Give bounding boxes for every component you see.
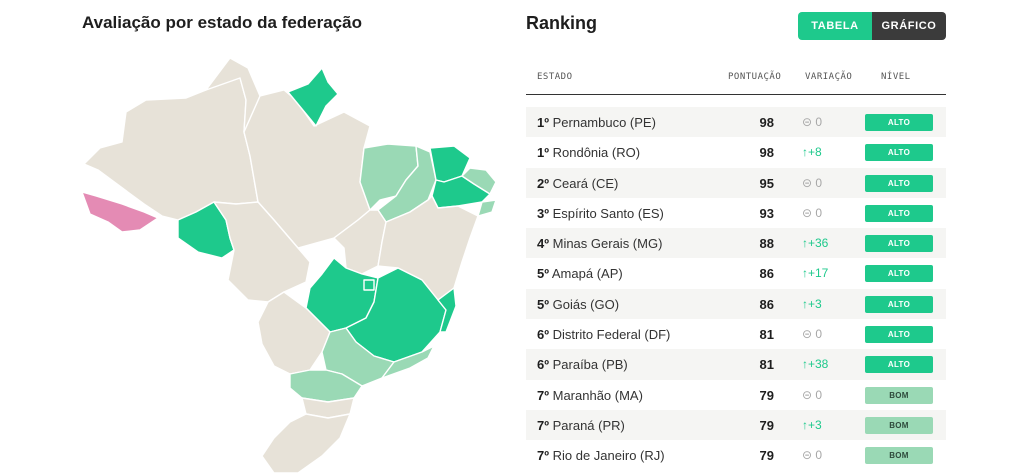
table-row[interactable]: 1º Rondônia (RO) 98 ↑+8 ALTO [526, 137, 946, 167]
level-badge: ALTO [865, 265, 933, 283]
neutral-circle-icon: ⊝ [802, 115, 813, 129]
level-badge: ALTO [865, 235, 933, 253]
state-name: 4º Minas Gerais (MG) [537, 236, 663, 252]
header-estado[interactable]: ESTADO [537, 72, 573, 82]
level-badge: ALTO [865, 174, 933, 192]
table-row[interactable]: 5º Goiás (GO) 86 ↑+3 ALTO [526, 288, 946, 320]
level-badge: BOM [865, 386, 933, 404]
ranking-table: 1º Pernambuco (PE) 98 ⊝ 0 ALTO 1º Rondôn… [526, 107, 946, 471]
state-ac[interactable] [81, 191, 159, 233]
state-score: 93 [759, 205, 774, 221]
table-row[interactable]: 2º Ceará (CE) 95 ⊝ 0 ALTO [526, 167, 946, 198]
state-score: 98 [759, 145, 774, 161]
tabela-tab[interactable]: TABELA [798, 12, 872, 40]
state-name: 1º Rondônia (RO) [537, 145, 641, 161]
arrow-up-icon: ↑ [802, 357, 808, 372]
header-variacao[interactable]: VARIAÇÃO [805, 72, 853, 82]
state-rs[interactable] [261, 413, 351, 473]
variation-value: ⊝ 0 [802, 387, 823, 402]
state-ap[interactable] [287, 67, 339, 127]
neutral-circle-icon: ⊝ [802, 175, 813, 190]
state-score: 79 [759, 448, 774, 464]
header-pontuacao[interactable]: PONTUAÇÃO [728, 72, 782, 82]
state-rn[interactable] [461, 167, 497, 195]
header-nivel[interactable]: NÍVEL [881, 72, 911, 82]
variation-value: ⊝ 0 [802, 327, 823, 342]
state-score: 95 [759, 175, 774, 191]
state-score: 86 [759, 266, 774, 282]
state-name: 3º Espírito Santo (ES) [537, 205, 664, 221]
arrow-up-icon: ↑ [802, 417, 808, 432]
state-score: 88 [759, 236, 774, 252]
state-score: 79 [759, 417, 774, 433]
state-al[interactable] [477, 199, 497, 217]
arrow-up-icon: ↑ [802, 266, 808, 281]
level-badge: ALTO [865, 295, 933, 313]
state-name: 6º Distrito Federal (DF) [537, 327, 671, 343]
level-badge: ALTO [865, 326, 933, 344]
neutral-circle-icon: ⊝ [802, 205, 813, 220]
ranking-title: Ranking [526, 13, 598, 33]
state-name: 5º Amapá (AP) [537, 266, 623, 282]
state-am[interactable] [83, 57, 259, 221]
table-row[interactable]: 3º Espírito Santo (ES) 93 ⊝ 0 ALTO [526, 198, 946, 228]
state-name: 7º Maranhão (MA) [537, 387, 643, 403]
level-badge: ALTO [865, 144, 933, 162]
state-score: 86 [759, 296, 774, 312]
table-row[interactable]: 7º Paraná (PR) 79 ↑+3 BOM [526, 409, 946, 441]
state-ba[interactable] [377, 195, 479, 301]
table-row[interactable]: 5º Amapá (AP) 86 ↑+17 ALTO [526, 258, 946, 288]
neutral-circle-icon: ⊝ [802, 448, 813, 463]
variation-value: ↑+36 [802, 236, 829, 251]
brazil-map [78, 52, 508, 473]
state-name: 6º Paraíba (PB) [537, 357, 628, 373]
variation-value: ↑+3 [802, 417, 822, 432]
state-score: 98 [759, 115, 774, 130]
level-badge: BOM [865, 447, 933, 465]
variation-value: ⊝ 0 [802, 175, 823, 190]
table-row[interactable]: 1º Pernambuco (PE) 98 ⊝ 0 ALTO [526, 107, 946, 138]
table-header: ESTADO PONTUAÇÃO VARIAÇÃO NÍVEL [526, 62, 946, 95]
arrow-up-icon: ↑ [802, 296, 808, 311]
map-title: Avaliação por estado da federação [82, 13, 362, 32]
state-ms[interactable] [257, 291, 331, 375]
grafico-tab[interactable]: GRÁFICO [872, 12, 946, 40]
variation-value: ⊝ 0 [802, 115, 823, 129]
state-name: 7º Paraná (PR) [537, 417, 625, 433]
state-df[interactable] [363, 279, 375, 291]
table-row[interactable]: 4º Minas Gerais (MG) 88 ↑+36 ALTO [526, 228, 946, 259]
arrow-up-icon: ↑ [802, 236, 808, 251]
state-score: 79 [759, 387, 774, 403]
level-badge: ALTO [865, 356, 933, 374]
neutral-circle-icon: ⊝ [802, 327, 813, 342]
state-pr[interactable] [289, 369, 363, 403]
state-score: 81 [759, 327, 774, 343]
view-toggle[interactable]: TABELA GRÁFICO [798, 12, 946, 40]
state-name: 2º Ceará (CE) [537, 175, 619, 191]
state-name: 5º Goiás (GO) [537, 296, 620, 312]
variation-value: ↑+3 [802, 296, 822, 311]
table-row[interactable]: 7º Maranhão (MA) 79 ⊝ 0 BOM [526, 380, 946, 410]
level-badge: ALTO [865, 114, 933, 131]
table-row[interactable]: 6º Paraíba (PB) 81 ↑+38 ALTO [526, 349, 946, 380]
state-es[interactable] [437, 287, 457, 333]
variation-value: ⊝ 0 [802, 205, 823, 220]
level-badge: BOM [865, 416, 933, 434]
state-rj[interactable] [381, 345, 435, 379]
table-row[interactable]: 7º Rio de Janeiro (RJ) 79 ⊝ 0 BOM [526, 440, 946, 470]
state-score: 81 [759, 357, 774, 373]
variation-value: ⊝ 0 [802, 448, 823, 463]
variation-value: ↑+8 [802, 145, 822, 160]
level-badge: ALTO [865, 204, 933, 222]
neutral-circle-icon: ⊝ [802, 387, 813, 402]
state-name: 7º Rio de Janeiro (RJ) [537, 448, 665, 464]
arrow-up-icon: ↑ [802, 145, 808, 160]
state-name: 1º Pernambuco (PE) [537, 115, 656, 130]
variation-value: ↑+38 [802, 357, 829, 372]
variation-value: ↑+17 [802, 266, 829, 281]
table-row[interactable]: 6º Distrito Federal (DF) 81 ⊝ 0 ALTO [526, 319, 946, 349]
